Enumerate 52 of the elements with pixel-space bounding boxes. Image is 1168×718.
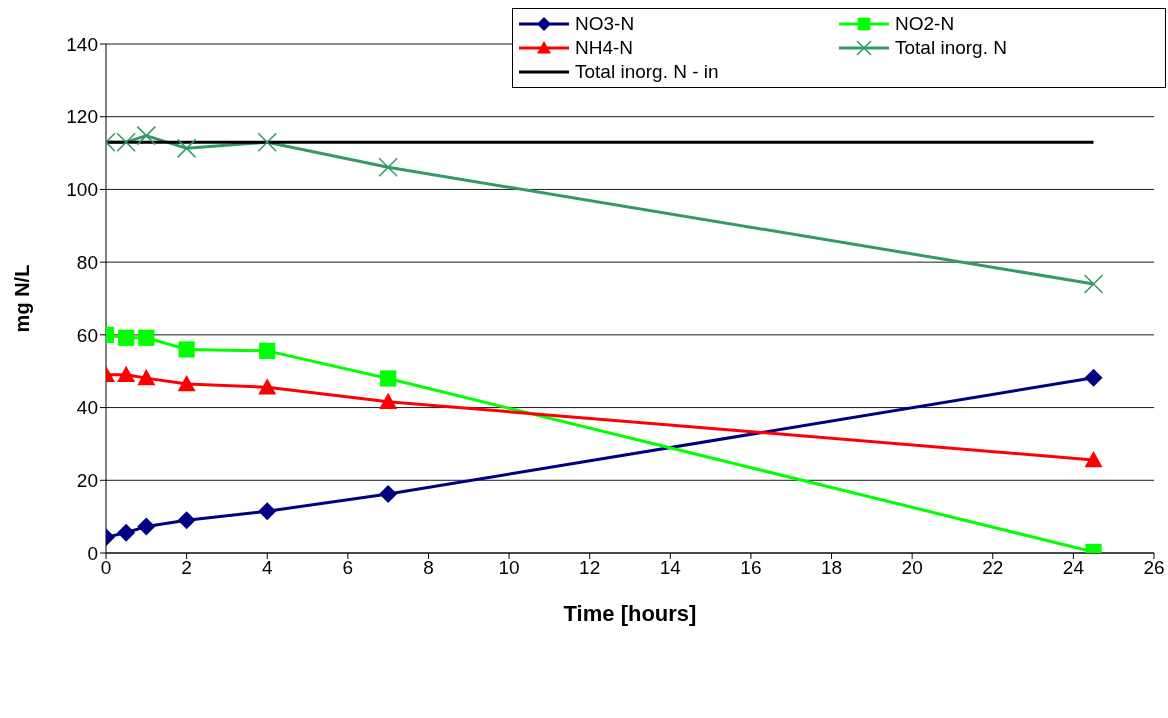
point <box>379 485 398 504</box>
x-tick-label: 0 <box>100 557 112 579</box>
y-tick-label: 80 <box>76 251 98 273</box>
x-tick-label: 24 <box>1062 557 1085 579</box>
x-tick-label: 6 <box>342 557 354 579</box>
point <box>378 157 398 177</box>
point <box>380 370 397 387</box>
legend-label: NH4-N <box>575 37 634 59</box>
y-tick-label: 100 <box>66 179 98 201</box>
x-tick-label: 2 <box>181 557 192 579</box>
point <box>379 392 398 409</box>
point <box>258 502 277 521</box>
y-tick-label: 60 <box>76 324 98 346</box>
x-tick-label: 16 <box>740 557 762 579</box>
x-tick-label: 10 <box>498 557 520 579</box>
x-tick-label: 26 <box>1143 557 1165 579</box>
point <box>1083 274 1104 294</box>
x-tick-label: 22 <box>982 557 1004 579</box>
point <box>138 329 155 346</box>
y-tick-label: 140 <box>66 33 98 55</box>
point <box>116 132 136 152</box>
point <box>117 365 136 383</box>
y-tick-label: 0 <box>87 542 98 564</box>
legend-label: NO2-N <box>895 13 955 35</box>
point <box>118 329 135 346</box>
point <box>258 378 277 395</box>
y-axis-title: mg N/L <box>11 264 34 333</box>
legend-label: Total inorg. N <box>895 37 1007 59</box>
point <box>117 523 136 542</box>
y-tick-label: 40 <box>76 397 98 419</box>
x-tick-label: 18 <box>820 557 843 579</box>
x-tick-label: 12 <box>579 557 601 579</box>
point <box>137 369 156 386</box>
legend-label: Total inorg. N - in <box>575 61 719 83</box>
legend-label: NO3-N <box>575 13 635 35</box>
y-tick-label: 20 <box>76 470 98 492</box>
point <box>136 125 157 146</box>
point <box>1084 368 1103 387</box>
point <box>177 374 196 392</box>
point <box>176 138 197 159</box>
point <box>178 341 195 358</box>
x-tick-label: 4 <box>261 557 273 579</box>
x-axis-title: Time [hours] <box>563 600 697 626</box>
x-tick-label: 20 <box>901 557 923 579</box>
point <box>257 132 277 152</box>
x-tick-label: 8 <box>423 557 434 579</box>
x-tick-label: 14 <box>659 557 682 579</box>
point <box>177 511 196 530</box>
point <box>259 342 276 359</box>
point <box>137 517 156 536</box>
point <box>1084 450 1103 468</box>
y-tick-label: 120 <box>66 106 98 128</box>
